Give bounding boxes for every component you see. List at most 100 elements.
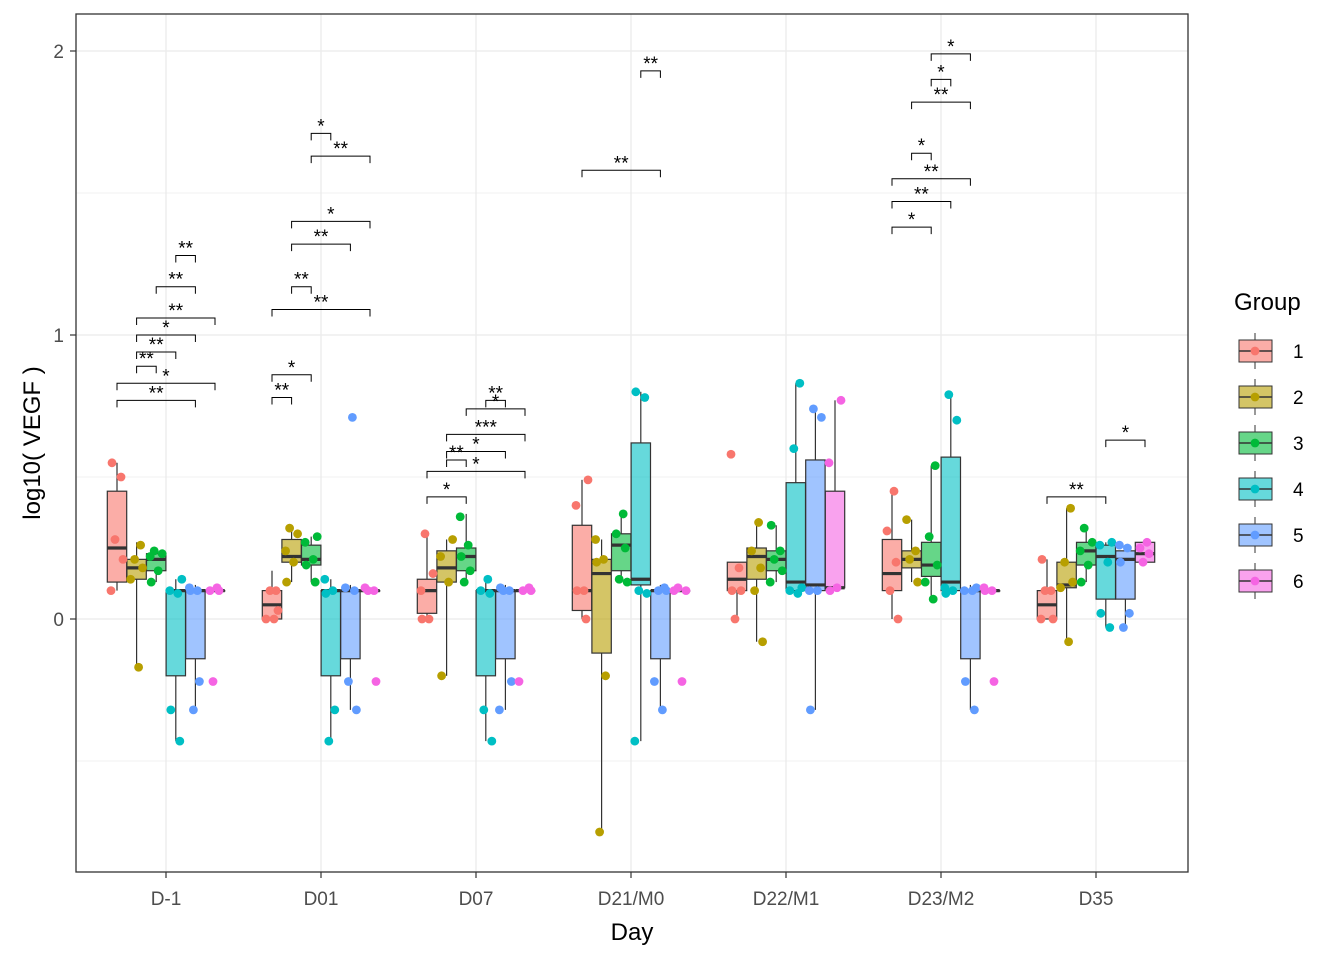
- bracket-line: [581, 169, 661, 178]
- legend-item-3: 3: [1238, 425, 1304, 461]
- box: [571, 524, 593, 612]
- data-point: [944, 390, 954, 400]
- data-point: [662, 586, 671, 595]
- data-point: [1116, 557, 1125, 567]
- box: [610, 533, 632, 572]
- box: [340, 589, 361, 660]
- x-tick-label: D07: [459, 889, 494, 910]
- bracket-line: [426, 496, 467, 504]
- data-point: [913, 577, 922, 587]
- box-group-2: [591, 539, 612, 832]
- significance-bracket: **: [640, 54, 661, 78]
- data-point: [1144, 549, 1154, 559]
- panel-border: [75, 13, 1189, 873]
- box-group-4: [630, 391, 652, 742]
- significance-label: *: [317, 116, 325, 137]
- data-point: [747, 546, 756, 556]
- data-point: [1075, 546, 1085, 556]
- box-group-4: [1095, 542, 1117, 628]
- data-point: [634, 586, 644, 595]
- box: [320, 589, 342, 677]
- y-tick-label: 0: [53, 610, 64, 631]
- significance-label: **: [314, 227, 329, 248]
- data-point: [518, 586, 528, 595]
- legend-label: 5: [1293, 526, 1304, 547]
- legend-item-5: 5: [1238, 517, 1304, 553]
- data-point: [805, 586, 814, 595]
- x-tick-label: D35: [1079, 889, 1114, 910]
- data-point: [138, 563, 148, 573]
- significance-bracket: *: [291, 204, 371, 229]
- box-group-4: [785, 383, 807, 594]
- significance-bracket: **: [155, 270, 196, 294]
- legend-item-2: 2: [1238, 379, 1304, 415]
- legend-label: 2: [1293, 388, 1304, 409]
- legend-key-point: [1250, 392, 1260, 402]
- data-point: [677, 677, 687, 686]
- box: [416, 578, 438, 614]
- data-point: [1056, 583, 1065, 593]
- significance-bracket: *: [891, 210, 932, 235]
- legend-title: Group: [1234, 289, 1301, 316]
- bracket-line: [291, 286, 312, 294]
- significance-label: **: [314, 292, 329, 313]
- data-point: [1138, 557, 1148, 567]
- significance-label: **: [488, 383, 503, 404]
- data-point: [459, 577, 469, 587]
- bracket-line: [291, 243, 351, 252]
- bracket-line: [465, 408, 526, 416]
- significance-bracket: **: [136, 335, 177, 360]
- significance-label: **: [149, 335, 164, 356]
- y-tick-label: 2: [53, 42, 64, 63]
- data-point: [1064, 637, 1073, 647]
- legend-key-point: [1250, 346, 1260, 356]
- bracket-line: [136, 334, 196, 342]
- data-point: [1040, 586, 1050, 595]
- significance-label: **: [934, 85, 949, 106]
- significance-bracket: *: [426, 454, 526, 479]
- legend-key-point: [1250, 530, 1260, 540]
- data-point: [487, 736, 497, 746]
- data-point: [920, 577, 930, 587]
- data-point: [618, 509, 628, 519]
- data-point: [885, 586, 895, 595]
- data-point: [1095, 540, 1105, 550]
- significance-bracket: ***: [446, 417, 526, 442]
- data-point: [476, 586, 486, 595]
- significance-label: *: [162, 366, 170, 387]
- data-point: [930, 461, 940, 471]
- significance-label: **: [333, 139, 348, 160]
- data-point: [320, 574, 330, 584]
- data-point: [173, 589, 183, 598]
- data-point: [463, 540, 473, 550]
- legend-label: 1: [1293, 342, 1304, 363]
- data-point: [301, 560, 311, 570]
- box: [960, 589, 981, 660]
- data-point: [650, 677, 659, 686]
- data-point: [300, 537, 310, 547]
- data-point: [444, 577, 453, 587]
- data-point: [806, 705, 815, 715]
- significance-bracket: **: [1046, 480, 1107, 504]
- bracket-line: [271, 396, 293, 405]
- box-group-4: [940, 394, 962, 594]
- data-point: [1107, 537, 1117, 547]
- data-point: [952, 415, 962, 425]
- data-point: [614, 574, 624, 584]
- data-point: [136, 540, 146, 550]
- data-point: [1142, 537, 1152, 547]
- bracket-line: [891, 226, 932, 235]
- data-point: [157, 549, 167, 559]
- significance-bracket: *: [136, 318, 196, 342]
- bracket-line: [930, 53, 971, 61]
- data-point: [836, 395, 846, 405]
- x-tick-label: D23/M2: [908, 889, 975, 910]
- data-point: [1037, 554, 1047, 564]
- data-point: [611, 529, 621, 539]
- significance-bracket: *: [271, 358, 312, 382]
- data-point: [941, 589, 951, 598]
- data-point: [514, 677, 524, 686]
- data-point: [312, 532, 322, 542]
- significance-label: **: [168, 301, 183, 322]
- data-point: [893, 614, 903, 624]
